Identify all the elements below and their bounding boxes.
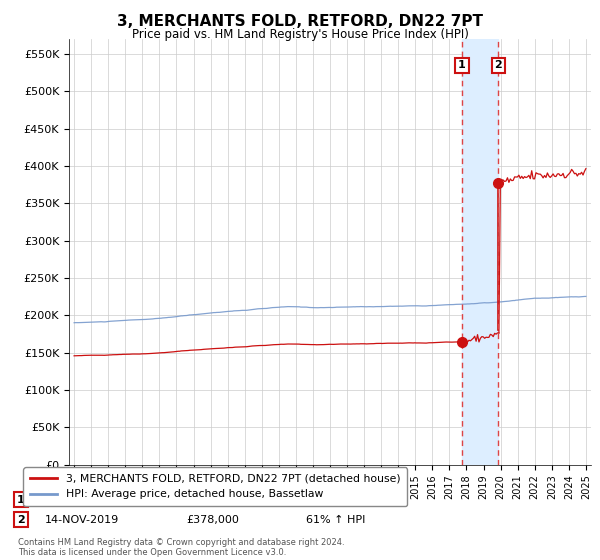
Legend: 3, MERCHANTS FOLD, RETFORD, DN22 7PT (detached house), HPI: Average price, detac: 3, MERCHANTS FOLD, RETFORD, DN22 7PT (de… (23, 468, 407, 506)
Text: 22-SEP-2017: 22-SEP-2017 (45, 494, 116, 505)
Text: 1: 1 (458, 60, 466, 71)
Text: £378,000: £378,000 (186, 515, 239, 525)
Text: 23% ↓ HPI: 23% ↓ HPI (306, 494, 365, 505)
Text: Price paid vs. HM Land Registry's House Price Index (HPI): Price paid vs. HM Land Registry's House … (131, 28, 469, 41)
Bar (462, 39, 499, 465)
Text: 1: 1 (17, 494, 25, 505)
Text: £165,000: £165,000 (186, 494, 239, 505)
Text: 2: 2 (494, 60, 502, 71)
Text: 14-NOV-2019: 14-NOV-2019 (45, 515, 119, 525)
Text: 2: 2 (17, 515, 25, 525)
Text: 61% ↑ HPI: 61% ↑ HPI (306, 515, 365, 525)
Text: 3, MERCHANTS FOLD, RETFORD, DN22 7PT: 3, MERCHANTS FOLD, RETFORD, DN22 7PT (117, 14, 483, 29)
Text: Contains HM Land Registry data © Crown copyright and database right 2024.
This d: Contains HM Land Registry data © Crown c… (18, 538, 344, 557)
